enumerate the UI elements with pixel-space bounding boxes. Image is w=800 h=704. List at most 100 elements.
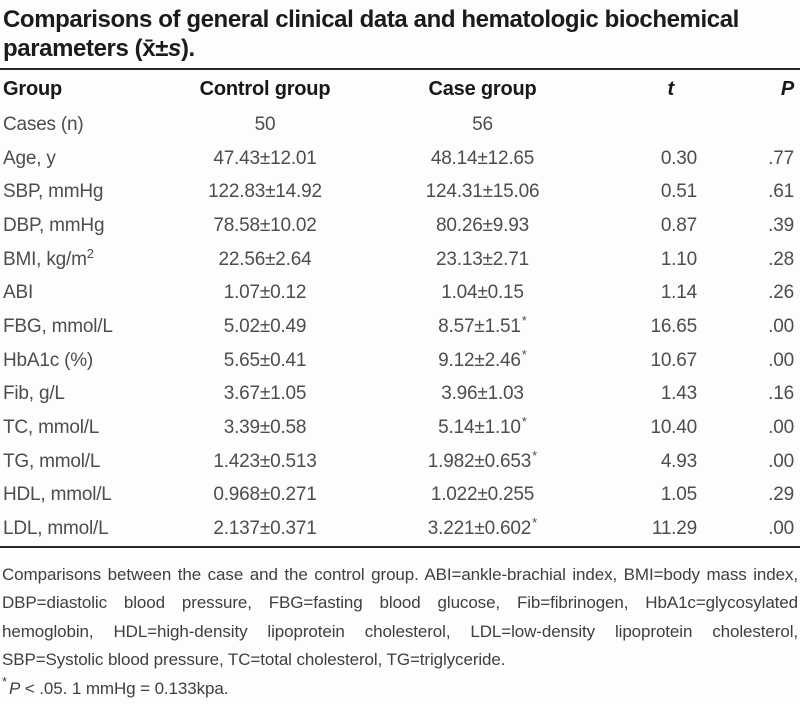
comparison-table: Group Control group Case group t P Cases… xyxy=(0,70,800,546)
cell-case: 56 xyxy=(472,113,493,135)
cell-p: .00 xyxy=(768,349,794,371)
footnote-abbreviations: Comparisons between the case and the con… xyxy=(2,564,798,670)
cell-group: HbA1c (%) xyxy=(3,349,94,371)
cell-case: 3.96±1.03 xyxy=(441,383,524,405)
significance-star: * xyxy=(521,312,527,328)
cell-t: 1.43 xyxy=(660,383,697,405)
cell-p: .26 xyxy=(768,282,794,304)
cell-case: 1.022±0.255 xyxy=(430,484,535,506)
title-line2-suffix: ). xyxy=(180,35,195,62)
footnote-significance: * P < .05. 1 mmHg = 0.133kpa. xyxy=(0,675,800,703)
header-p-value: P xyxy=(780,77,794,100)
cell-t: 10.67 xyxy=(650,349,697,371)
horizontal-rule-top xyxy=(0,68,800,70)
cell-control: 0.968±0.271 xyxy=(213,484,317,506)
cell-t: 1.05 xyxy=(660,484,697,506)
cell-p: .39 xyxy=(768,214,794,236)
header-group: Group xyxy=(3,77,62,100)
cell-control: 1.423±0.513 xyxy=(213,450,317,472)
significance-star: * xyxy=(532,447,538,463)
table-row: TG, mmol/L 1.423±0.513 1.982±0.653* 4.93 .00 xyxy=(0,445,800,479)
cell-control: 5.65±0.41 xyxy=(223,349,307,371)
cell-group: HDL, mmol/L xyxy=(3,484,112,506)
cell-group: DBP, mmHg xyxy=(3,214,105,236)
table-title-line2: parameters (x̄±s). xyxy=(3,34,798,63)
table-title: Comparisons of general clinical data and… xyxy=(0,0,800,63)
table-row: Fib, g/L 3.67±1.05 3.96±1.03 1.43 .16 xyxy=(0,378,800,412)
table-row: DBP, mmHg 78.58±10.02 80.26±9.93 0.87 .39 xyxy=(0,209,800,243)
cell-case: 9.12±2.46* xyxy=(438,346,527,371)
cell-control: 3.39±0.58 xyxy=(223,417,307,439)
cell-case: 1.982±0.653* xyxy=(427,447,538,472)
cell-group: TC, mmol/L xyxy=(3,417,100,439)
cell-group: ABI xyxy=(3,282,34,304)
cell-t: 4.93 xyxy=(660,450,697,472)
cell-p: .00 xyxy=(768,315,794,337)
table-row: SBP, mmHg 122.83±14.92 124.31±15.06 0.51 .61 xyxy=(0,175,800,209)
cell-t: 11.29 xyxy=(651,518,697,540)
cell-p: .29 xyxy=(768,484,794,506)
cell-control: 122.83±14.92 xyxy=(208,181,322,203)
cell-control: 3.67±1.05 xyxy=(223,383,307,405)
cell-p: .00 xyxy=(768,518,794,540)
table-header: Group Control group Case group t P xyxy=(0,70,800,108)
cell-p: .00 xyxy=(768,450,794,472)
header-row: Group Control group Case group t P xyxy=(0,70,800,108)
cell-control: 1.07±0.12 xyxy=(223,282,307,304)
cell-case: 124.31±15.06 xyxy=(425,181,540,203)
table-row: FBG, mmol/L 5.02±0.49 8.57±1.51* 16.65 .00 xyxy=(0,310,800,344)
cell-case: 1.04±0.15 xyxy=(441,282,524,304)
cell-t: 10.40 xyxy=(650,417,697,439)
unit-superscript: 2 xyxy=(86,245,94,261)
table-row: Cases (n) 50 56 xyxy=(0,108,800,142)
cell-t: 16.65 xyxy=(650,315,697,337)
cell-t: 0.30 xyxy=(660,147,697,169)
table-row: ABI 1.07±0.12 1.04±0.15 1.14 .26 xyxy=(0,276,800,310)
table-row: HbA1c (%) 5.65±0.41 9.12±2.46* 10.67 .00 xyxy=(0,344,800,378)
cell-group: Fib, g/L xyxy=(3,383,65,405)
cell-case: 3.221±0.602* xyxy=(427,515,538,540)
title-line2-prefix: parameters ( xyxy=(3,35,143,62)
table-row: LDL, mmol/L 2.137±0.371 3.221±0.602* 11.29.… xyxy=(0,512,800,546)
cell-p xyxy=(700,108,800,142)
cell-t: 1.10 xyxy=(660,248,697,270)
significance-star: * xyxy=(2,673,7,689)
significance-star: * xyxy=(532,515,538,531)
table-title-line1: Comparisons of general clinical data and… xyxy=(3,6,739,33)
cell-t: 0.51 xyxy=(660,181,697,203)
header-t-statistic: t xyxy=(667,77,675,100)
cell-group: FBG, mmol/L xyxy=(3,315,113,337)
s-symbol: s xyxy=(168,35,181,62)
cell-t: 0.87 xyxy=(660,214,697,236)
header-control-group: Control group xyxy=(199,77,331,100)
cell-case: 5.14±1.10* xyxy=(438,414,527,439)
cell-group: TG, mmol/L xyxy=(3,450,101,472)
cell-p: .61 xyxy=(768,181,794,203)
cell-case: 48.14±12.65 xyxy=(430,147,535,169)
horizontal-rule-bottom xyxy=(0,545,800,548)
cell-p: .16 xyxy=(768,383,794,405)
p-symbol: P xyxy=(8,678,21,698)
cell-control: 78.58±10.02 xyxy=(213,214,317,236)
cell-control: 50 xyxy=(254,113,276,135)
table-body: Cases (n) 50 56 Age, y 47.43±12.01 48.14±12.6… xyxy=(0,108,800,546)
significance-star: * xyxy=(521,346,527,362)
cell-group: Age, y xyxy=(3,147,56,169)
table-row: HDL, mmol/L 0.968±0.271 1.022±0.255 1.05 .29 xyxy=(0,479,800,513)
cell-case: 23.13±2.71 xyxy=(436,248,529,270)
table-row: Age, y 47.43±12.01 48.14±12.65 0.30 .77 xyxy=(0,142,800,176)
cell-t xyxy=(595,108,700,142)
plus-minus-symbol: ± xyxy=(155,35,169,62)
significance-star: * xyxy=(521,414,527,430)
table-row: BMI, kg/m2 22.56±2.64 23.13±2.71 1.10 .28 xyxy=(0,243,800,277)
significance-text: < .05. 1 mmHg = 0.133kpa. xyxy=(24,678,229,698)
cell-case: 8.57±1.51* xyxy=(438,312,527,337)
cell-p: .28 xyxy=(768,248,794,270)
cell-control: 22.56±2.64 xyxy=(218,248,312,270)
cell-p: .77 xyxy=(768,147,794,169)
cell-group: BMI, kg/m2 xyxy=(3,245,94,270)
cell-control: 2.137±0.371 xyxy=(213,518,317,540)
cell-control: 5.02±0.49 xyxy=(223,315,307,337)
xbar-symbol: x̄ xyxy=(142,35,156,62)
